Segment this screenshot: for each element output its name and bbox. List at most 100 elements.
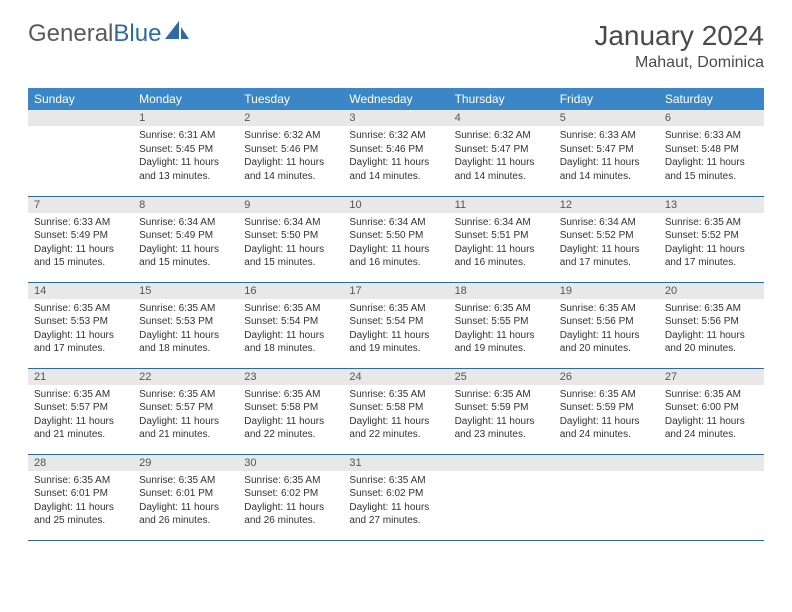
day-number: 3 [343, 110, 448, 126]
weekday-header: Wednesday [343, 88, 448, 110]
title-block: January 2024 Mahaut, Dominica [594, 20, 764, 72]
day-details: Sunrise: 6:35 AMSunset: 5:59 PMDaylight:… [449, 385, 554, 446]
calendar-cell: 15Sunrise: 6:35 AMSunset: 5:53 PMDayligh… [133, 282, 238, 368]
calendar-table: SundayMondayTuesdayWednesdayThursdayFrid… [28, 88, 764, 541]
calendar-row: 1Sunrise: 6:31 AMSunset: 5:45 PMDaylight… [28, 110, 764, 196]
day-number: 29 [133, 455, 238, 471]
calendar-cell: 2Sunrise: 6:32 AMSunset: 5:46 PMDaylight… [238, 110, 343, 196]
day-number: 5 [554, 110, 659, 126]
day-details: Sunrise: 6:35 AMSunset: 5:58 PMDaylight:… [238, 385, 343, 446]
calendar-cell: 27Sunrise: 6:35 AMSunset: 6:00 PMDayligh… [659, 368, 764, 454]
month-title: January 2024 [594, 20, 764, 52]
logo-text-1: General [28, 20, 113, 48]
day-details: Sunrise: 6:35 AMSunset: 5:52 PMDaylight:… [659, 213, 764, 274]
calendar-cell: 6Sunrise: 6:33 AMSunset: 5:48 PMDaylight… [659, 110, 764, 196]
day-number: 6 [659, 110, 764, 126]
calendar-cell [28, 110, 133, 196]
calendar-cell: 22Sunrise: 6:35 AMSunset: 5:57 PMDayligh… [133, 368, 238, 454]
calendar-head: SundayMondayTuesdayWednesdayThursdayFrid… [28, 88, 764, 110]
calendar-row: 21Sunrise: 6:35 AMSunset: 5:57 PMDayligh… [28, 368, 764, 454]
calendar-cell: 30Sunrise: 6:35 AMSunset: 6:02 PMDayligh… [238, 454, 343, 540]
day-details: Sunrise: 6:33 AMSunset: 5:47 PMDaylight:… [554, 126, 659, 187]
calendar-cell: 9Sunrise: 6:34 AMSunset: 5:50 PMDaylight… [238, 196, 343, 282]
logo: GeneralBlue [28, 20, 191, 48]
calendar-cell: 18Sunrise: 6:35 AMSunset: 5:55 PMDayligh… [449, 282, 554, 368]
weekday-header: Saturday [659, 88, 764, 110]
calendar-cell: 10Sunrise: 6:34 AMSunset: 5:50 PMDayligh… [343, 196, 448, 282]
day-details: Sunrise: 6:35 AMSunset: 5:57 PMDaylight:… [28, 385, 133, 446]
calendar-cell: 17Sunrise: 6:35 AMSunset: 5:54 PMDayligh… [343, 282, 448, 368]
day-details: Sunrise: 6:32 AMSunset: 5:46 PMDaylight:… [343, 126, 448, 187]
day-number: 26 [554, 369, 659, 385]
day-number: 21 [28, 369, 133, 385]
day-details: Sunrise: 6:35 AMSunset: 6:01 PMDaylight:… [133, 471, 238, 532]
weekday-header: Tuesday [238, 88, 343, 110]
day-details: Sunrise: 6:34 AMSunset: 5:50 PMDaylight:… [238, 213, 343, 274]
calendar-cell: 28Sunrise: 6:35 AMSunset: 6:01 PMDayligh… [28, 454, 133, 540]
day-number: 1 [133, 110, 238, 126]
day-number: 14 [28, 283, 133, 299]
day-number: 18 [449, 283, 554, 299]
day-number: 2 [238, 110, 343, 126]
calendar-row: 28Sunrise: 6:35 AMSunset: 6:01 PMDayligh… [28, 454, 764, 540]
day-details: Sunrise: 6:34 AMSunset: 5:50 PMDaylight:… [343, 213, 448, 274]
day-number: 12 [554, 197, 659, 213]
calendar-cell: 25Sunrise: 6:35 AMSunset: 5:59 PMDayligh… [449, 368, 554, 454]
calendar-cell [449, 454, 554, 540]
day-number [449, 455, 554, 471]
weekday-header: Friday [554, 88, 659, 110]
calendar-body: 1Sunrise: 6:31 AMSunset: 5:45 PMDaylight… [28, 110, 764, 540]
day-number: 20 [659, 283, 764, 299]
calendar-cell: 13Sunrise: 6:35 AMSunset: 5:52 PMDayligh… [659, 196, 764, 282]
day-details: Sunrise: 6:35 AMSunset: 5:55 PMDaylight:… [449, 299, 554, 360]
weekday-header: Monday [133, 88, 238, 110]
day-details: Sunrise: 6:35 AMSunset: 6:00 PMDaylight:… [659, 385, 764, 446]
weekday-header: Sunday [28, 88, 133, 110]
day-details: Sunrise: 6:35 AMSunset: 5:57 PMDaylight:… [133, 385, 238, 446]
day-number: 27 [659, 369, 764, 385]
calendar-cell: 11Sunrise: 6:34 AMSunset: 5:51 PMDayligh… [449, 196, 554, 282]
day-number: 19 [554, 283, 659, 299]
day-number [28, 110, 133, 126]
header: GeneralBlue January 2024 Mahaut, Dominic… [28, 20, 764, 72]
day-details: Sunrise: 6:33 AMSunset: 5:49 PMDaylight:… [28, 213, 133, 274]
day-number: 7 [28, 197, 133, 213]
calendar-cell: 3Sunrise: 6:32 AMSunset: 5:46 PMDaylight… [343, 110, 448, 196]
day-details: Sunrise: 6:35 AMSunset: 5:56 PMDaylight:… [554, 299, 659, 360]
calendar-cell: 5Sunrise: 6:33 AMSunset: 5:47 PMDaylight… [554, 110, 659, 196]
day-number: 30 [238, 455, 343, 471]
weekday-header: Thursday [449, 88, 554, 110]
day-details: Sunrise: 6:35 AMSunset: 5:54 PMDaylight:… [238, 299, 343, 360]
day-details: Sunrise: 6:35 AMSunset: 5:58 PMDaylight:… [343, 385, 448, 446]
calendar-cell: 14Sunrise: 6:35 AMSunset: 5:53 PMDayligh… [28, 282, 133, 368]
day-details: Sunrise: 6:32 AMSunset: 5:47 PMDaylight:… [449, 126, 554, 187]
day-number: 13 [659, 197, 764, 213]
day-details: Sunrise: 6:33 AMSunset: 5:48 PMDaylight:… [659, 126, 764, 187]
day-details: Sunrise: 6:35 AMSunset: 5:53 PMDaylight:… [133, 299, 238, 360]
day-number: 8 [133, 197, 238, 213]
day-number: 31 [343, 455, 448, 471]
calendar-cell: 26Sunrise: 6:35 AMSunset: 5:59 PMDayligh… [554, 368, 659, 454]
day-number: 10 [343, 197, 448, 213]
calendar-cell: 4Sunrise: 6:32 AMSunset: 5:47 PMDaylight… [449, 110, 554, 196]
calendar-cell: 23Sunrise: 6:35 AMSunset: 5:58 PMDayligh… [238, 368, 343, 454]
calendar-cell: 16Sunrise: 6:35 AMSunset: 5:54 PMDayligh… [238, 282, 343, 368]
day-number: 11 [449, 197, 554, 213]
sail-icon [165, 20, 191, 48]
day-details: Sunrise: 6:35 AMSunset: 6:02 PMDaylight:… [343, 471, 448, 532]
calendar-cell [659, 454, 764, 540]
day-details: Sunrise: 6:35 AMSunset: 5:54 PMDaylight:… [343, 299, 448, 360]
day-number: 17 [343, 283, 448, 299]
day-details: Sunrise: 6:34 AMSunset: 5:49 PMDaylight:… [133, 213, 238, 274]
day-details: Sunrise: 6:35 AMSunset: 6:02 PMDaylight:… [238, 471, 343, 532]
calendar-cell [554, 454, 659, 540]
day-number: 16 [238, 283, 343, 299]
day-details: Sunrise: 6:31 AMSunset: 5:45 PMDaylight:… [133, 126, 238, 187]
calendar-cell: 7Sunrise: 6:33 AMSunset: 5:49 PMDaylight… [28, 196, 133, 282]
day-details: Sunrise: 6:35 AMSunset: 5:59 PMDaylight:… [554, 385, 659, 446]
calendar-row: 14Sunrise: 6:35 AMSunset: 5:53 PMDayligh… [28, 282, 764, 368]
calendar-cell: 12Sunrise: 6:34 AMSunset: 5:52 PMDayligh… [554, 196, 659, 282]
day-details: Sunrise: 6:34 AMSunset: 5:51 PMDaylight:… [449, 213, 554, 274]
day-number: 15 [133, 283, 238, 299]
logo-text-2: Blue [113, 20, 161, 48]
